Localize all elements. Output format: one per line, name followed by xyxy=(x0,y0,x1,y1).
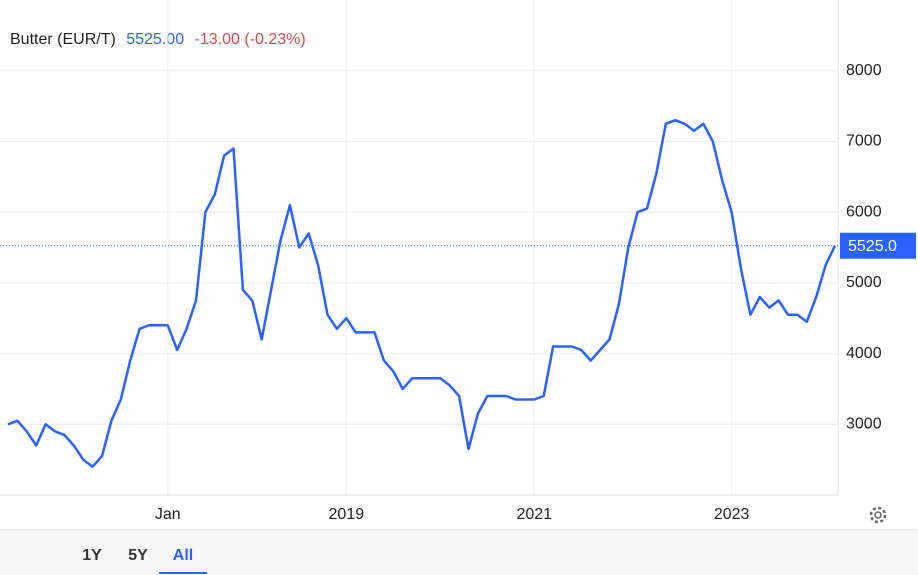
range-button[interactable]: 5Y xyxy=(128,547,148,564)
y-tick-label: 5000 xyxy=(846,274,882,291)
y-tick-label: 8000 xyxy=(846,62,882,79)
price-line xyxy=(7,118,837,468)
last-price-tag xyxy=(840,232,916,259)
change: -13.00 (-0.23%) xyxy=(195,31,306,48)
x-tick-label: 2019 xyxy=(329,506,365,523)
price: 5525.00 xyxy=(126,31,184,48)
y-tick-label: 6000 xyxy=(846,203,882,220)
y-tick-label: 7000 xyxy=(846,133,882,150)
last-price-label: 5525.0 xyxy=(848,238,897,255)
range-button[interactable]: All xyxy=(173,547,193,564)
y-tick-label: 4000 xyxy=(846,345,882,362)
range-button[interactable]: 1Y xyxy=(82,547,102,564)
y-tick-label: 3000 xyxy=(846,416,882,433)
settings-icon[interactable] xyxy=(869,506,887,524)
chart-title-line: Butter (EUR/T) 5525.00 -13.00 (-0.23%) xyxy=(10,31,306,48)
x-tick-label: Jan xyxy=(155,506,181,523)
x-tick-label: 2021 xyxy=(516,506,552,523)
chart-title: Butter (EUR/T) xyxy=(10,31,116,48)
x-tick-label: 2023 xyxy=(714,506,750,523)
range-bar xyxy=(0,530,918,575)
